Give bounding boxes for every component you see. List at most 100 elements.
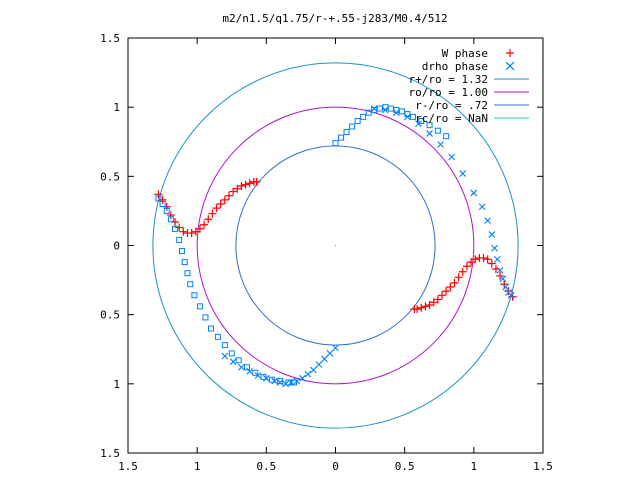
w-phase-point (417, 303, 426, 312)
drho-phase-point (338, 134, 345, 141)
drho-phase-point (507, 291, 515, 299)
drho-phase-point (382, 104, 389, 111)
drho-phase-point (434, 127, 441, 134)
drho-phase-point (404, 111, 411, 118)
drho-phase-point (163, 207, 170, 214)
drho-phase-point (159, 201, 166, 207)
y-tick-label: 0 (113, 240, 120, 253)
y-tick-label: 1.5 (100, 32, 120, 45)
x-tick-label: 0.5 (395, 460, 415, 473)
drho-phase-point (326, 350, 334, 357)
drho-phase-point (448, 153, 456, 161)
drho-phase-point (387, 105, 394, 112)
w-phase-point (410, 305, 419, 314)
y-tick-label: 1 (113, 378, 120, 391)
w-phase-point (166, 211, 175, 220)
drho-phase-point (437, 141, 445, 148)
drho-phase-point (499, 275, 507, 283)
w-phase-point (208, 209, 217, 218)
drho-phase-point (187, 281, 194, 288)
circle-ro-ro (196, 106, 475, 385)
chart-title: m2/n1.5/q1.75/r-+.55-j283/M0.4/512 (222, 12, 447, 25)
w-phase-point (158, 195, 167, 204)
w-phase-point (175, 223, 184, 232)
w-phase-markers (154, 177, 517, 314)
drho-phase-point (365, 109, 372, 116)
drho-phase-point (238, 363, 245, 371)
drho-phase-point (176, 236, 183, 243)
legend-label: drho phase (422, 60, 488, 73)
drho-phase-point (196, 303, 203, 310)
y-tick-label: 1.5 (100, 447, 120, 460)
w-phase-point (433, 295, 442, 304)
w-phase-point (442, 287, 451, 296)
drho-phase-point (221, 342, 228, 349)
drho-phase-point (343, 129, 350, 136)
drho-phase-point (235, 357, 242, 364)
drho-phase-markers (155, 104, 515, 388)
drho-phase-point (184, 270, 191, 277)
w-phase-point (450, 278, 459, 287)
drho-phase-point (172, 225, 179, 232)
w-phase-point (425, 300, 434, 309)
drho-phase-point (360, 113, 367, 120)
drho-phase-point (496, 267, 504, 274)
legend-swatch (506, 49, 514, 57)
drho-phase-point (332, 344, 339, 352)
legend-label: r+/ro = 1.32 (409, 73, 488, 86)
legend-label: r-/ro = .72 (415, 99, 488, 112)
drho-phase-point (277, 378, 284, 385)
drho-phase-point (502, 283, 510, 291)
drho-phase-point (252, 369, 259, 376)
w-phase-point (458, 267, 467, 276)
drho-phase-point (167, 216, 174, 223)
drho-phase-point (291, 379, 297, 386)
drho-phase-point (191, 292, 198, 299)
y-tick-label: 0.5 (100, 170, 120, 183)
w-phase-point (195, 224, 204, 233)
w-phase-point (454, 273, 463, 282)
drho-phase-point (178, 248, 185, 255)
legend-label: W phase (442, 47, 488, 60)
drho-phase-point (443, 133, 450, 140)
drho-phase-point (354, 118, 361, 124)
x-tick-label: 0.5 (256, 460, 276, 473)
drho-phase-point (181, 259, 188, 266)
drho-phase-point (484, 217, 492, 224)
drho-phase-point (260, 373, 267, 380)
drho-phase-point (304, 370, 312, 378)
w-phase-point (216, 200, 225, 208)
x-tick-label: 1.5 (533, 460, 553, 473)
drho-phase-point (214, 333, 221, 340)
drho-phase-point (285, 379, 292, 386)
y-axis-ticks: 1.5 1 0.5 0 0.5 1 1.5 (100, 32, 543, 460)
w-phase-point (245, 179, 254, 188)
drho-phase-point (321, 355, 328, 363)
drho-phase-point (376, 105, 383, 112)
drho-phase-point (268, 376, 275, 383)
w-phase-point (237, 182, 246, 191)
drho-phase-point (426, 122, 433, 129)
w-phase-point (421, 302, 430, 311)
drho-phase-point (409, 113, 416, 120)
w-phase-point (200, 220, 209, 229)
drho-phase-point (228, 350, 235, 357)
legend-label: rc/ro = NaN (415, 112, 488, 125)
w-phase-point (191, 227, 200, 236)
drho-phase-point (393, 106, 400, 113)
w-phase-point (229, 187, 238, 196)
circle-r-ro (152, 62, 519, 429)
legend-swatch (505, 61, 515, 71)
x-tick-label: 1 (471, 460, 478, 473)
drho-phase-point (398, 108, 405, 115)
drho-phase-point (332, 140, 339, 147)
drho-phase-point (418, 118, 425, 124)
drho-phase-point (229, 358, 237, 366)
origin-dot (334, 244, 337, 247)
w-phase-point (233, 184, 242, 193)
w-phase-point (212, 204, 221, 213)
drho-phase-point (371, 106, 378, 113)
w-phase-point (438, 291, 447, 300)
